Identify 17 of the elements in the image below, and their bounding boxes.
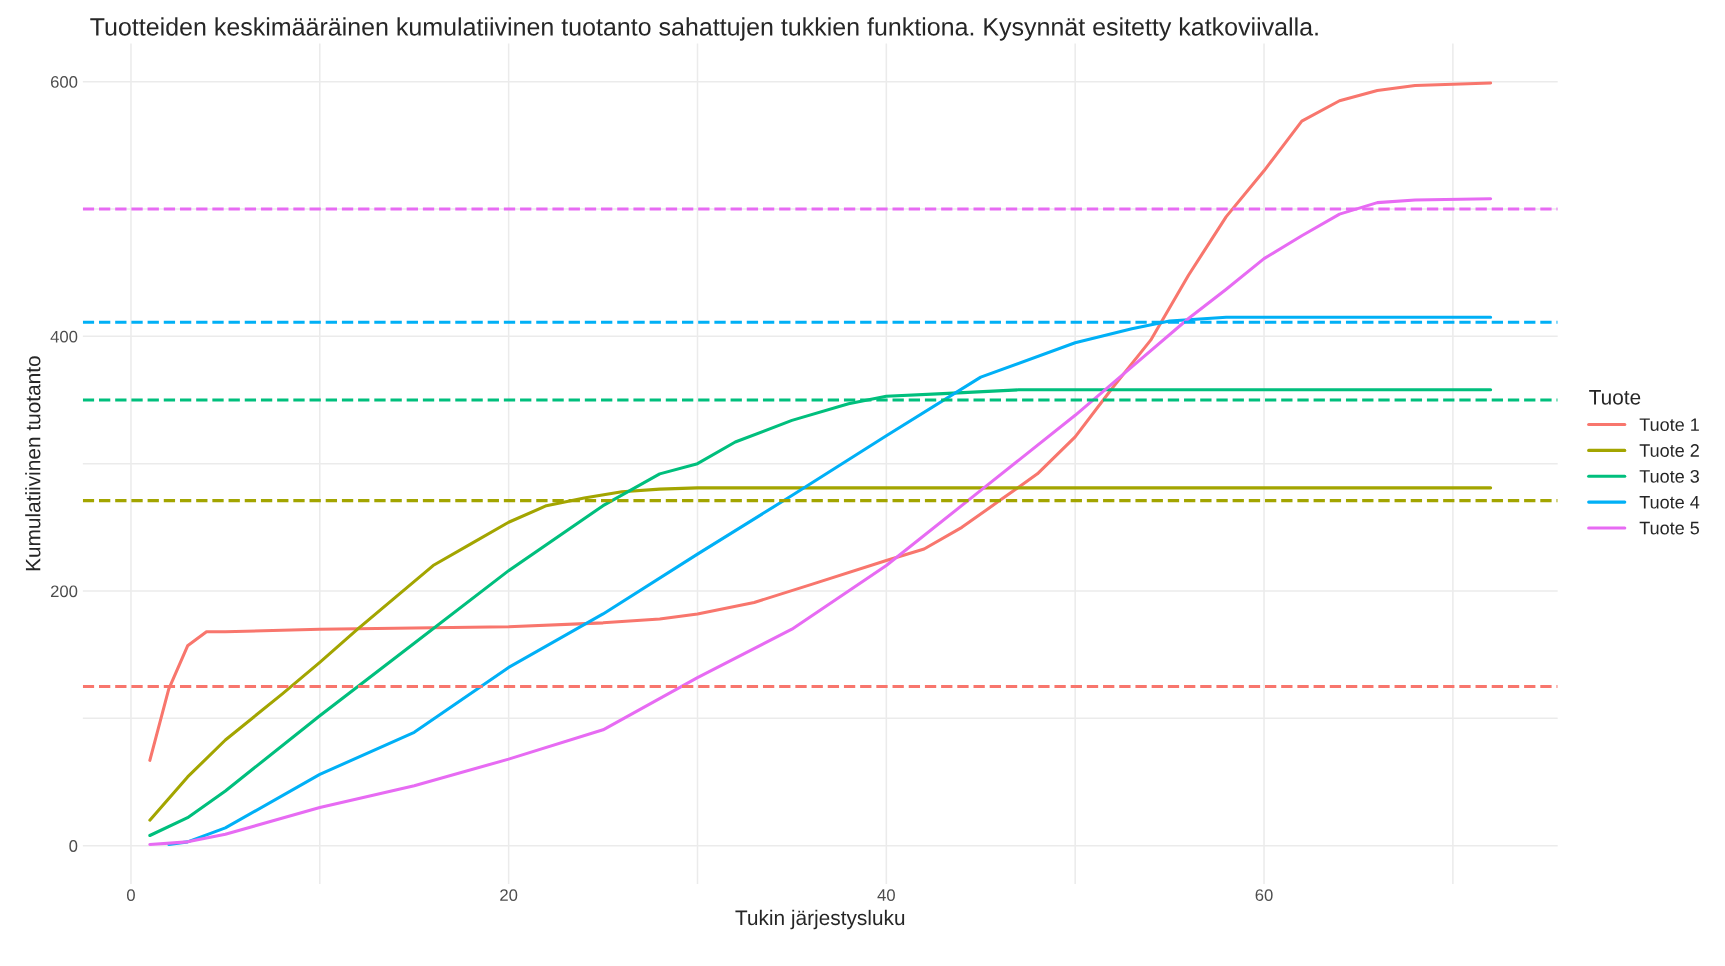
x-tick-label: 20 <box>500 889 518 901</box>
x-tick-label: 60 <box>1255 889 1273 901</box>
x-tick-label: 40 <box>877 889 895 901</box>
y-tick-label: 200 <box>50 585 78 598</box>
legend-title: Tuote <box>1589 390 1641 405</box>
y-tick-label: 400 <box>50 330 78 343</box>
y-tick-label: 0 <box>69 840 78 852</box>
x-axis-title: Tukin järjestysluku <box>735 909 905 930</box>
chart-title: Tuotteiden keskimääräinen kumulatiivinen tuotanto sahattujen tukkien funktiona. Kysynnät esitetty katkoviivalla. <box>90 17 1318 41</box>
y-tick-label: 600 <box>50 76 78 88</box>
legend-label: Tuote 3 <box>1639 469 1699 483</box>
legend-label: Tuote 4 <box>1639 496 1700 509</box>
y-axis-title: Kumulatiivinen tuotanto <box>25 356 41 571</box>
legend-label: Tuote 2 <box>1639 444 1699 457</box>
legend-label: Tuote 5 <box>1639 521 1700 535</box>
legend-label: Tuote 1 <box>1639 418 1699 432</box>
x-tick-label: 0 <box>126 889 135 901</box>
